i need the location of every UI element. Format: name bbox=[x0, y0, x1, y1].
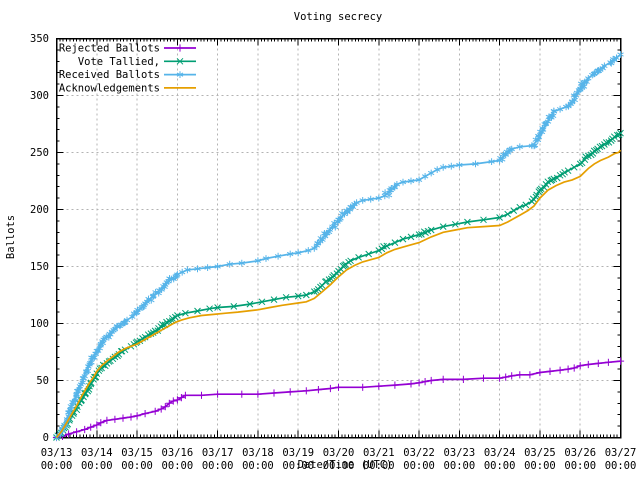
x-tick-date: 03/21 bbox=[363, 447, 395, 459]
x-tick-date: 03/20 bbox=[323, 447, 355, 459]
legend-star-marker-icon bbox=[176, 71, 184, 78]
y-tick-label: 200 bbox=[30, 204, 49, 216]
x-tick-time: 00:00 bbox=[282, 460, 314, 472]
series-line bbox=[55, 149, 622, 439]
x-tick-date: 03/25 bbox=[524, 447, 556, 459]
plot-border bbox=[55, 37, 622, 439]
y-tick-label: 0 bbox=[43, 432, 49, 444]
grid-lines bbox=[56, 38, 621, 438]
y-tick-label: 300 bbox=[30, 90, 49, 102]
x-tick-time: 00:00 bbox=[605, 460, 637, 472]
chart-title: Voting secrecy bbox=[293, 11, 383, 23]
legend-cross-marker-icon bbox=[176, 57, 184, 65]
x-tick-date: 03/24 bbox=[484, 447, 516, 459]
legend-plus-marker-icon bbox=[176, 44, 184, 52]
legend-label: Vote Tallied, bbox=[78, 56, 160, 68]
x-tick-date: 03/15 bbox=[121, 447, 153, 459]
x-tick-time: 00:00 bbox=[202, 460, 234, 472]
axis-ticks bbox=[56, 38, 621, 438]
x-tick-time: 00:00 bbox=[484, 460, 516, 472]
series-group bbox=[52, 51, 625, 442]
x-tick-date: 03/22 bbox=[403, 447, 435, 459]
legend-label: Acknowledgements bbox=[59, 82, 160, 94]
x-tick-time: 00:00 bbox=[444, 460, 476, 472]
x-axis-title: Date/Time (UTC) bbox=[297, 459, 393, 471]
x-tick-date: 03/19 bbox=[282, 447, 314, 459]
x-tick-date: 03/26 bbox=[564, 447, 596, 459]
x-tick-time: 00:00 bbox=[121, 460, 153, 472]
series-vote-tallied bbox=[53, 129, 624, 441]
x-tick-date: 03/18 bbox=[242, 447, 274, 459]
x-tick-date: 03/23 bbox=[444, 447, 476, 459]
x-tick-time: 00:00 bbox=[41, 460, 73, 472]
y-tick-label: 150 bbox=[30, 261, 49, 273]
x-tick-date: 03/16 bbox=[162, 447, 194, 459]
x-tick-date: 03/13 bbox=[41, 447, 73, 459]
legend-label: Rejected Ballots bbox=[59, 43, 160, 55]
y-tick-label: 100 bbox=[30, 318, 49, 330]
y-axis-title: Ballots bbox=[5, 214, 17, 260]
x-tick-time: 00:00 bbox=[323, 460, 355, 472]
series-acknowledgements bbox=[55, 149, 622, 439]
x-tick-date: 03/14 bbox=[81, 447, 113, 459]
x-tick-time: 00:00 bbox=[363, 460, 395, 472]
x-tick-time: 00:00 bbox=[524, 460, 556, 472]
y-tick-label: 250 bbox=[30, 147, 49, 159]
x-tick-time: 00:00 bbox=[242, 460, 274, 472]
x-tick-time: 00:00 bbox=[162, 460, 194, 472]
x-tick-time: 00:00 bbox=[564, 460, 596, 472]
legend-label: Received Ballots bbox=[59, 69, 160, 81]
x-tick-time: 00:00 bbox=[403, 460, 435, 472]
x-tick-date: 03/17 bbox=[202, 447, 234, 459]
y-tick-labels: 0 50 100 150 200 250 300 350 bbox=[30, 33, 49, 444]
y-tick-label: 350 bbox=[30, 33, 49, 45]
x-tick-time: 00:00 bbox=[81, 460, 113, 472]
x-tick-labels: 03/1300:0003/1400:0003/1500:0003/1600:00… bbox=[41, 447, 637, 472]
y-tick-label: 50 bbox=[36, 375, 49, 387]
x-tick-date: 03/27 bbox=[605, 447, 637, 459]
